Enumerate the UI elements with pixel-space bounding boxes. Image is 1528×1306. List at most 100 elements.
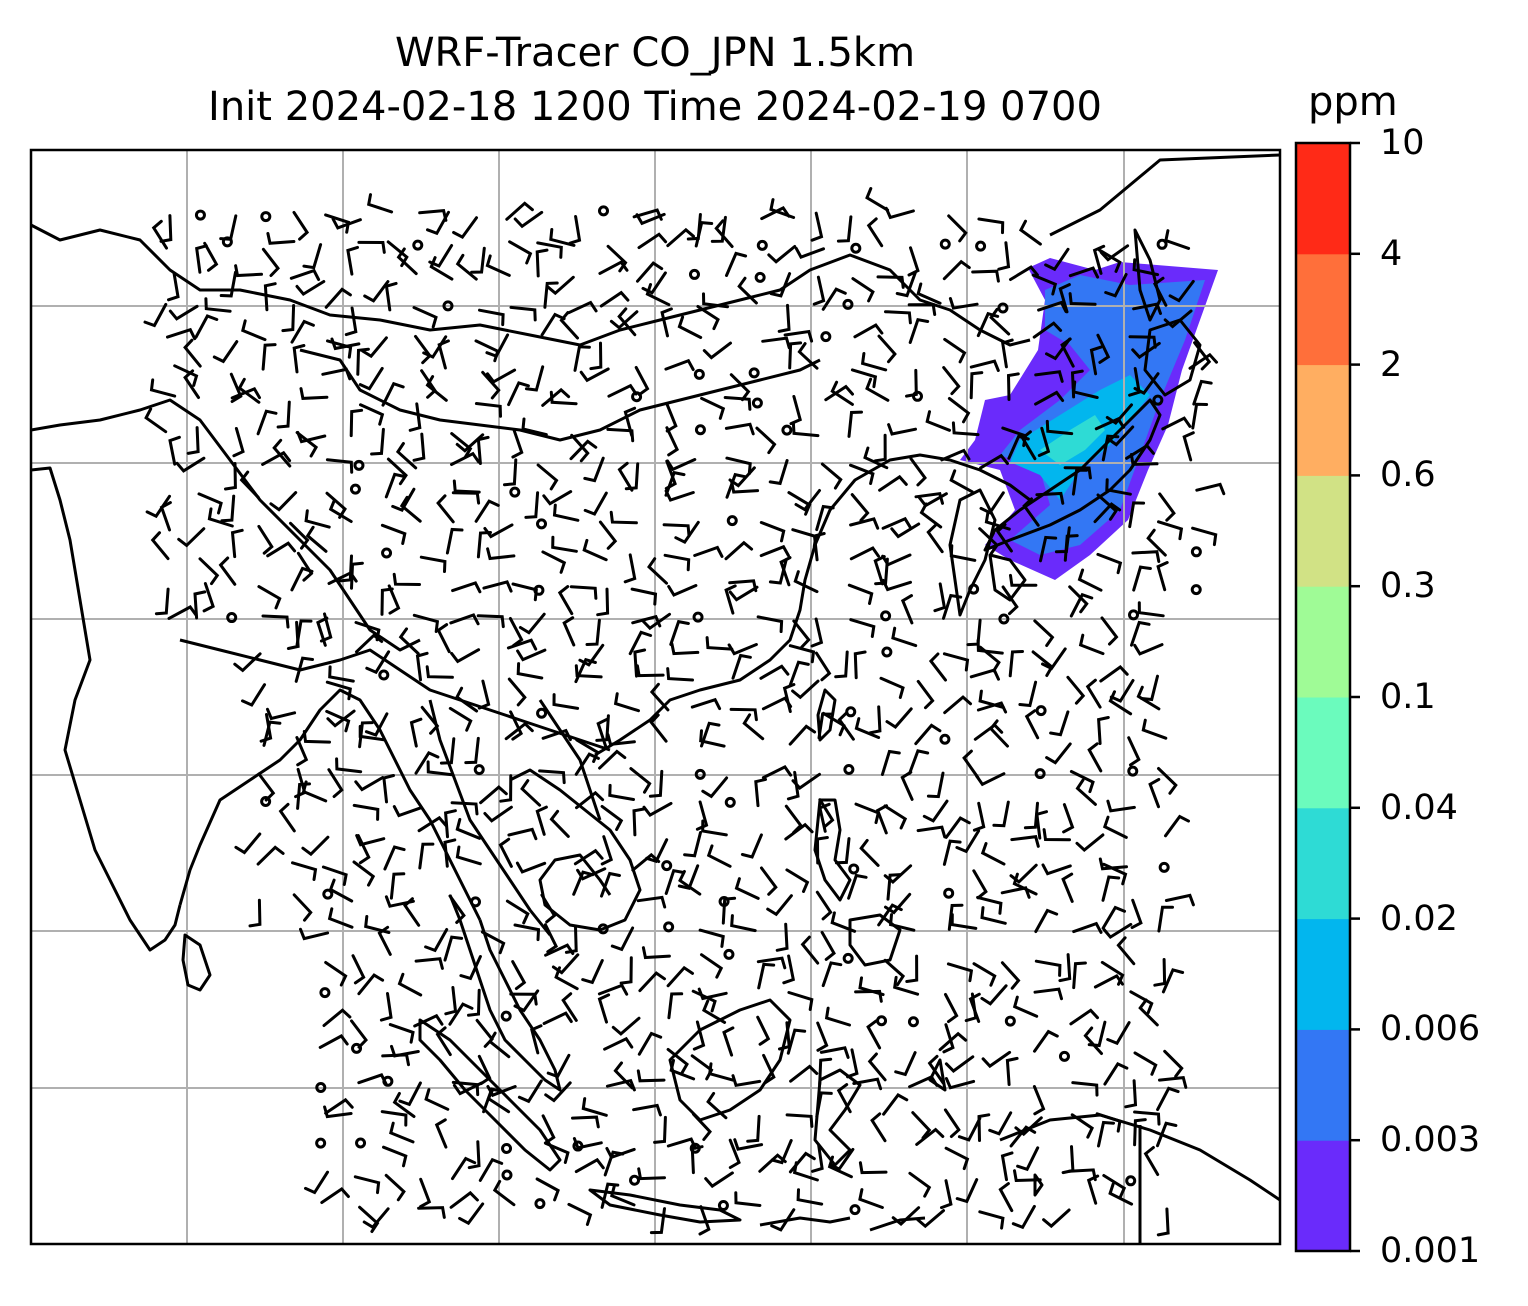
wind-barb xyxy=(609,310,639,330)
wind-barb xyxy=(683,831,702,858)
wind-barb xyxy=(451,1156,477,1181)
wind-barb xyxy=(737,276,758,305)
wind-barb xyxy=(292,893,313,922)
wind-barb xyxy=(865,377,890,402)
wind-barb xyxy=(439,737,456,765)
wind-barb xyxy=(724,422,755,436)
title-line1: WRF-Tracer CO_JPN 1.5km xyxy=(394,30,916,76)
wind-barb xyxy=(357,973,385,996)
wind-barb xyxy=(1108,690,1133,716)
wind-barb xyxy=(1130,898,1143,930)
wind-barb xyxy=(700,396,726,420)
wind-barb xyxy=(884,206,915,220)
wind-barb xyxy=(730,480,760,494)
wind-barb xyxy=(261,614,290,629)
wind-barb xyxy=(782,683,796,713)
wind-barb xyxy=(486,1085,517,1098)
wind-barb xyxy=(815,836,829,865)
wind-barb xyxy=(664,868,686,895)
wind-barb xyxy=(933,582,947,613)
border-china-mongolia xyxy=(299,348,821,442)
wind-barb xyxy=(1009,863,1038,884)
wind-barb xyxy=(647,557,668,585)
wind-barb xyxy=(788,644,816,664)
calm-wind-marker xyxy=(842,298,854,310)
wind-barb xyxy=(524,491,540,519)
wind-barb xyxy=(849,517,880,530)
wind-barb xyxy=(559,311,579,340)
wind-barb xyxy=(1191,402,1209,430)
wind-barb xyxy=(549,809,570,838)
wind-barb xyxy=(1133,1051,1158,1076)
wind-barb xyxy=(327,907,354,929)
wind-barb xyxy=(1087,742,1103,773)
wind-barb xyxy=(951,421,980,437)
wind-barb xyxy=(573,848,604,866)
wind-barb xyxy=(507,827,538,841)
wind-barb xyxy=(653,1115,667,1144)
colorbar-tick-label: 0.3 xyxy=(1380,566,1436,607)
wind-barb xyxy=(725,251,748,277)
wind-barb xyxy=(361,336,388,359)
wind-barb xyxy=(386,457,408,486)
wind-barb xyxy=(269,491,298,512)
wind-barb xyxy=(1037,426,1051,457)
wind-barb xyxy=(1099,665,1129,683)
wind-barb xyxy=(403,897,421,927)
wind-barb xyxy=(603,1036,634,1051)
wind-barb xyxy=(327,570,358,585)
vietnam-coast xyxy=(594,544,817,757)
wind-barb xyxy=(1127,736,1141,767)
wind-barb xyxy=(186,426,200,455)
wind-barb xyxy=(583,491,608,516)
wind-barb xyxy=(678,870,702,896)
wind-barb xyxy=(645,838,669,864)
wind-barb xyxy=(908,317,930,344)
wind-barb xyxy=(786,1028,807,1055)
wind-barb xyxy=(817,712,835,740)
wind-barb xyxy=(1168,279,1195,303)
wind-barb xyxy=(1097,716,1110,745)
wind-barb xyxy=(942,1023,955,1054)
wind-barb xyxy=(389,872,406,900)
wind-barb xyxy=(768,459,789,486)
colorbar-band xyxy=(1296,697,1350,809)
wind-barb xyxy=(770,1139,793,1165)
wind-barb xyxy=(392,572,421,586)
wind-barb xyxy=(608,783,635,801)
wind-barb xyxy=(543,281,559,309)
wind-barb xyxy=(1188,352,1218,370)
calm-wind-marker xyxy=(661,860,673,872)
wind-barb xyxy=(820,462,843,490)
wind-barb xyxy=(887,423,917,436)
wind-barb xyxy=(666,458,697,472)
wind-barb xyxy=(1108,1182,1134,1206)
wind-barb xyxy=(194,314,219,339)
wind-barb xyxy=(1032,321,1063,339)
colorbar-band xyxy=(1296,918,1350,1030)
wind-barb xyxy=(290,319,315,344)
wind-barb xyxy=(619,956,633,985)
wind-barb xyxy=(381,381,405,407)
wind-barb xyxy=(434,1118,448,1149)
wind-barb xyxy=(928,652,947,682)
wind-barb xyxy=(666,1047,689,1075)
wind-barb xyxy=(443,838,457,868)
wind-barb xyxy=(972,962,997,987)
wind-barb xyxy=(1023,801,1039,830)
wind-barb xyxy=(972,869,988,900)
wind-barb xyxy=(1072,961,1087,990)
wind-barb xyxy=(609,510,638,525)
wind-barb xyxy=(1105,478,1132,496)
wind-barb xyxy=(701,776,729,799)
wind-barb xyxy=(552,503,580,522)
wind-barb xyxy=(474,402,502,418)
wind-barb xyxy=(701,819,728,837)
wind-barb xyxy=(409,717,423,748)
wind-barb xyxy=(417,815,448,833)
wind-barb xyxy=(794,489,821,512)
wind-barb xyxy=(955,1178,979,1204)
wind-barb xyxy=(882,1093,909,1116)
wind-barb xyxy=(708,1062,735,1082)
wind-barb xyxy=(1096,493,1118,521)
